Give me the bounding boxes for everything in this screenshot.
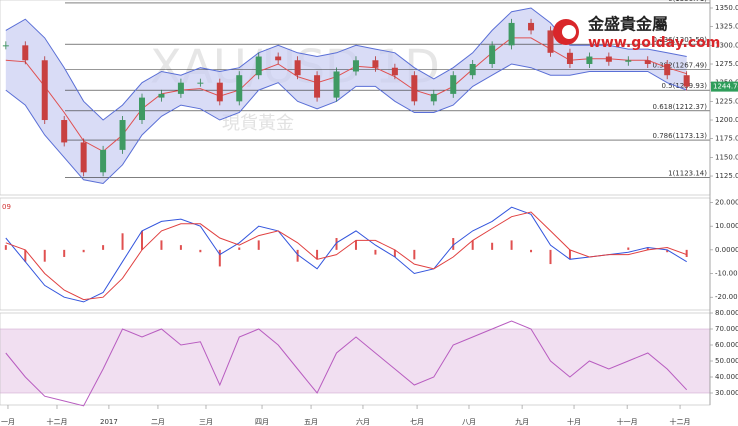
x-tick-label: 五月 [304, 418, 318, 426]
y-tick-label: 1350.00 [715, 4, 738, 12]
fib-label: 0.382(1267.49) [653, 62, 708, 70]
y-tick-label: 1325.00 [715, 23, 738, 31]
fib-label: 1(1123.14) [668, 169, 707, 177]
candle [489, 45, 496, 65]
candle [605, 56, 612, 62]
y-tick-label: 1125.00 [715, 172, 738, 180]
candle [352, 60, 359, 72]
y-tick-label: 20.0000 [715, 198, 738, 206]
y-tick-label: 1300.00 [715, 41, 738, 49]
candle [625, 60, 632, 62]
fib-label: 0.236(1301.59) [653, 36, 708, 44]
x-tick-label: 十二月 [670, 417, 691, 426]
rsi-band [0, 329, 710, 393]
y-tick-label: -10.0000 [715, 270, 738, 278]
x-tick-label: 四月 [255, 418, 269, 426]
x-tick-label: 一月 [1, 418, 15, 426]
candle [333, 71, 340, 98]
y-tick-label: 50.0000 [715, 357, 738, 365]
candle [197, 82, 204, 84]
x-tick-label: 三月 [199, 418, 213, 426]
candle [547, 30, 554, 53]
y-tick-label: 1175.00 [715, 135, 738, 143]
candle [41, 60, 48, 121]
candle [275, 56, 282, 61]
x-tick-label: 十二月 [46, 417, 67, 426]
logo-url: www.golday.com [588, 35, 720, 51]
candle [644, 60, 651, 65]
bollinger-upper [5, 7, 687, 121]
candle [294, 60, 301, 76]
candle [2, 45, 9, 47]
candle [314, 75, 321, 98]
fib-label: 0(1356.71) [668, 0, 707, 3]
candle [255, 56, 262, 76]
candle [139, 97, 145, 121]
x-tick-label: 2017 [100, 418, 118, 426]
y-tick-label: 40.0000 [715, 373, 738, 381]
x-tick-label: 二月 [151, 418, 165, 426]
candle [528, 22, 535, 31]
y-tick-label: 1150.00 [715, 153, 738, 161]
last-price-label: 1244.74 [713, 83, 738, 91]
candle [236, 75, 243, 102]
watermark-sub: 現貨黃金 [222, 113, 294, 134]
candle [566, 52, 573, 65]
y-tick-label: 1200.00 [715, 116, 738, 124]
candle [450, 75, 457, 94]
x-tick-label: 十月 [567, 417, 581, 426]
candle [177, 82, 184, 94]
logo-icon-inner [562, 25, 576, 39]
candle [430, 93, 437, 102]
candle [119, 120, 126, 150]
candle [411, 75, 418, 102]
y-tick-label: 30.0000 [715, 389, 738, 397]
candle [61, 120, 68, 143]
candle [100, 149, 107, 173]
y-tick-label: 70.0000 [715, 325, 738, 333]
logo-name: 金盛貴金屬 [587, 15, 668, 34]
candle [586, 56, 593, 65]
candle [80, 142, 87, 173]
candle [216, 82, 223, 102]
x-tick-label: 六月 [356, 417, 370, 426]
moving-average [5, 37, 687, 153]
candle [22, 45, 29, 61]
bollinger-lower [5, 63, 687, 185]
band-area [5, 8, 687, 184]
y-tick-label: 1225.00 [715, 97, 738, 105]
y-tick-label: -20.0000 [715, 293, 738, 301]
candle [508, 22, 515, 46]
macd-line [5, 206, 687, 303]
y-tick-label: 10.0000 [715, 222, 738, 230]
x-tick-label: 九月 [515, 417, 529, 426]
candle [158, 93, 165, 98]
y-tick-label: 1275.00 [715, 60, 738, 68]
candle [372, 60, 379, 68]
candle [664, 64, 671, 76]
signal-line [5, 211, 687, 301]
y-tick-label: 80.0000 [715, 309, 738, 317]
x-tick-label: 七月 [410, 417, 424, 426]
candle [469, 64, 476, 76]
last-price-box [711, 81, 738, 92]
panel-label: 09 [2, 203, 11, 211]
candle [391, 67, 398, 76]
fib-label: 0.786(1173.13) [653, 132, 708, 140]
fib-label: 0.618(1212.37) [653, 103, 708, 111]
y-tick-label: 0.0000 [715, 246, 738, 254]
y-tick-label: 60.0000 [715, 341, 738, 349]
x-tick-label: 八月 [462, 418, 476, 426]
x-tick-label: 十一月 [617, 417, 638, 426]
rsi-line [5, 320, 688, 407]
candle [683, 75, 690, 87]
